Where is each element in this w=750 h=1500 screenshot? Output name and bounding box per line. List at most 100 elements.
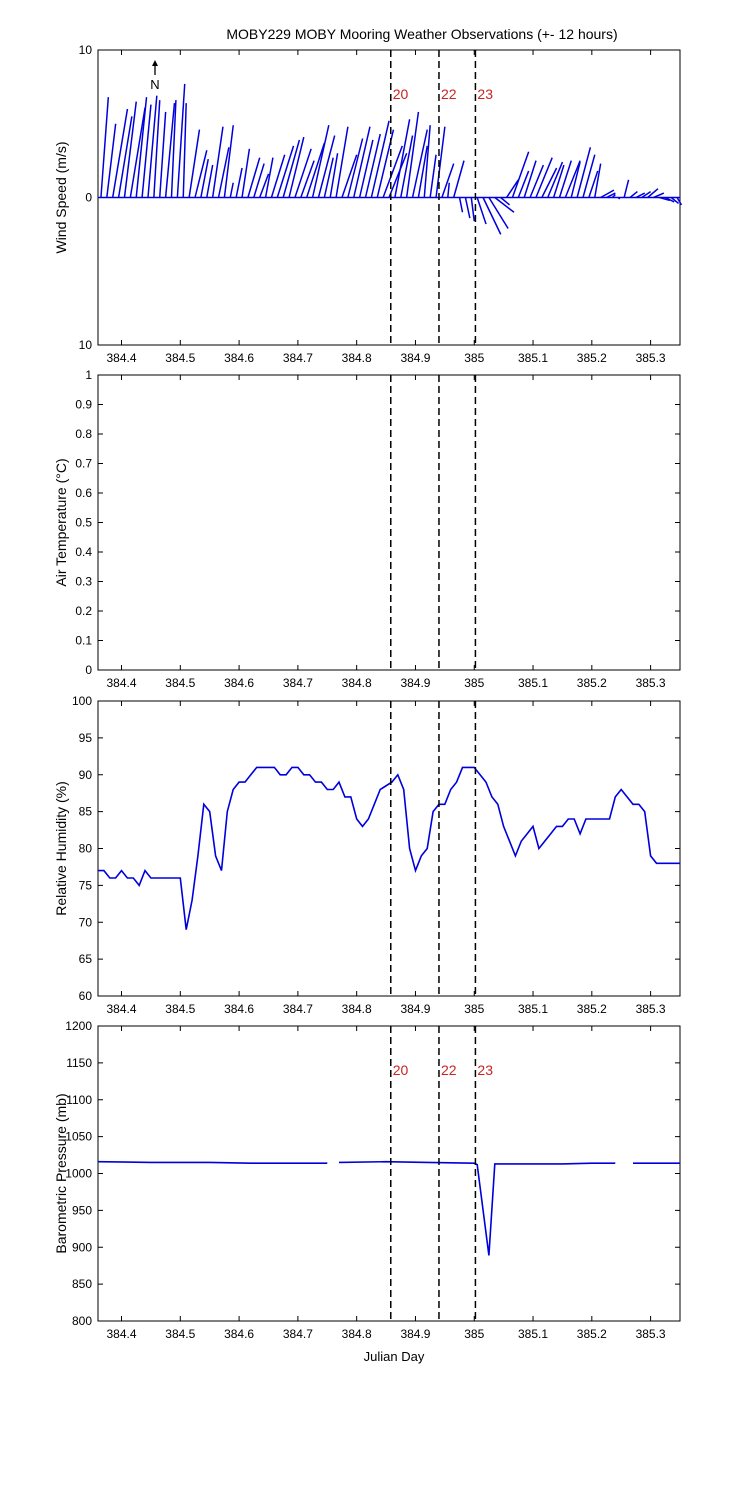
wind-vector bbox=[629, 191, 638, 199]
chart-title: MOBY229 MOBY Mooring Weather Observation… bbox=[226, 26, 617, 42]
north-label: N bbox=[150, 77, 159, 92]
x-tick-label: 384.4 bbox=[106, 676, 136, 690]
event-label: 20 bbox=[393, 86, 409, 102]
wind-vector bbox=[194, 150, 208, 198]
y-axis-label: Relative Humidity (%) bbox=[53, 781, 69, 916]
wind-vector bbox=[153, 100, 161, 198]
axes-box bbox=[97, 374, 681, 671]
wind-vector bbox=[653, 192, 665, 199]
wind-vector bbox=[270, 154, 286, 198]
x-tick-label: 385.2 bbox=[577, 351, 607, 365]
wind-vector bbox=[217, 147, 230, 198]
x-tick-label: 384.7 bbox=[283, 676, 313, 690]
y-tick-label: 80 bbox=[79, 842, 93, 856]
wind-vector bbox=[494, 196, 515, 213]
x-tick-label: 384.6 bbox=[224, 676, 254, 690]
y-tick-label: 1050 bbox=[65, 1130, 92, 1144]
y-tick-label: 950 bbox=[72, 1203, 92, 1217]
wind-vector bbox=[417, 145, 428, 198]
wind-vector bbox=[100, 97, 110, 198]
y-tick-label: 0.6 bbox=[75, 486, 92, 500]
x-tick-label: 384.9 bbox=[400, 1002, 430, 1016]
x-tick-label: 384.5 bbox=[165, 676, 195, 690]
wind-vector bbox=[294, 148, 312, 198]
wind-vector bbox=[311, 125, 330, 198]
wind-vector bbox=[335, 126, 349, 198]
x-tick-label: 384.8 bbox=[342, 676, 372, 690]
wind-vector bbox=[552, 164, 565, 198]
x-tick-label: 384.6 bbox=[224, 1002, 254, 1016]
wind-vector bbox=[323, 157, 334, 198]
wind-vector bbox=[429, 154, 437, 198]
wind-vector bbox=[505, 179, 519, 198]
wind-vector bbox=[400, 135, 414, 198]
wind-vector bbox=[288, 136, 305, 198]
x-tick-label: 385.2 bbox=[577, 1327, 607, 1341]
x-tick-label: 385 bbox=[464, 676, 484, 690]
event-label: 22 bbox=[441, 1062, 457, 1078]
wind-vector bbox=[247, 157, 261, 198]
wind-vector bbox=[617, 196, 621, 200]
wind-vector bbox=[264, 157, 274, 198]
x-tick-label: 384.9 bbox=[400, 676, 430, 690]
x-tick-label: 384.4 bbox=[106, 1327, 136, 1341]
wind-vector bbox=[135, 97, 148, 198]
y-tick-label: 0.7 bbox=[75, 457, 92, 471]
axes-box bbox=[97, 1025, 681, 1322]
y-tick-label: 0 bbox=[85, 663, 92, 677]
wind-vector bbox=[364, 133, 381, 198]
wind-vector bbox=[570, 161, 581, 198]
north-arrowhead-icon bbox=[152, 60, 158, 66]
y-tick-label: 0.1 bbox=[75, 634, 92, 648]
y-tick-label: 100 bbox=[72, 694, 92, 708]
wind-vector bbox=[123, 101, 137, 198]
wind-vector bbox=[206, 164, 214, 198]
wind-vector bbox=[282, 139, 301, 198]
y-tick-label: 1 bbox=[85, 368, 92, 382]
y-tick-label: 70 bbox=[79, 915, 93, 929]
x-tick-label: 384.7 bbox=[283, 1002, 313, 1016]
wind-vector bbox=[411, 129, 428, 198]
y-tick-label: 900 bbox=[72, 1240, 92, 1254]
wind-vector bbox=[511, 151, 530, 198]
wind-vector bbox=[405, 111, 420, 198]
x-tick-label: 385.1 bbox=[518, 351, 548, 365]
wind-vector bbox=[394, 119, 411, 198]
panel-pressure: 384.4 384.5 384.6 384.7 384.8 384.9 385 385.1 38… bbox=[53, 1019, 681, 1341]
wind-vector bbox=[176, 83, 186, 198]
x-tick-label: 385 bbox=[464, 1327, 484, 1341]
series-line bbox=[97, 1160, 328, 1164]
x-tick-label: 384.7 bbox=[283, 1327, 313, 1341]
wind-vector bbox=[200, 159, 209, 198]
wind-vector bbox=[358, 139, 374, 198]
wind-vector bbox=[517, 170, 530, 198]
wind-vector bbox=[182, 103, 187, 198]
x-tick-label: 384.5 bbox=[165, 1327, 195, 1341]
wind-vector bbox=[611, 194, 616, 199]
wind-vector bbox=[117, 116, 133, 198]
y-tick-label: 75 bbox=[79, 878, 93, 892]
x-tick-label: 384.9 bbox=[400, 351, 430, 365]
x-tick-label: 385.1 bbox=[518, 676, 548, 690]
wind-vector bbox=[382, 145, 403, 198]
wind-vector bbox=[529, 164, 545, 198]
y-tick-label: 95 bbox=[79, 731, 93, 745]
panel-wind: 384.4 384.5 384.6 384.7 384.8 384.9 385 385.1 38… bbox=[53, 43, 683, 365]
x-tick-label: 384.8 bbox=[342, 351, 372, 365]
x-tick-label: 384.7 bbox=[283, 351, 313, 365]
wind-vector bbox=[523, 160, 537, 198]
y-axis-label: Barometric Pressure (mb) bbox=[53, 1093, 69, 1253]
wind-vector bbox=[341, 154, 358, 198]
x-tick-label: 385 bbox=[464, 351, 484, 365]
wind-vector bbox=[111, 108, 129, 198]
x-tick-label: 385.1 bbox=[518, 1002, 548, 1016]
panel-airtemp: 384.4 384.5 384.6 384.7 384.8 384.9 385 385.1 38… bbox=[53, 368, 681, 690]
wind-vector bbox=[423, 125, 431, 198]
wind-vector bbox=[606, 192, 616, 199]
y-tick-label: 85 bbox=[79, 805, 93, 819]
x-tick-label: 385.1 bbox=[518, 1327, 548, 1341]
x-axis-label: Julian Day bbox=[364, 1349, 425, 1364]
wind-vector bbox=[664, 196, 675, 203]
wind-vector bbox=[241, 148, 251, 198]
x-tick-label: 384.8 bbox=[342, 1002, 372, 1016]
